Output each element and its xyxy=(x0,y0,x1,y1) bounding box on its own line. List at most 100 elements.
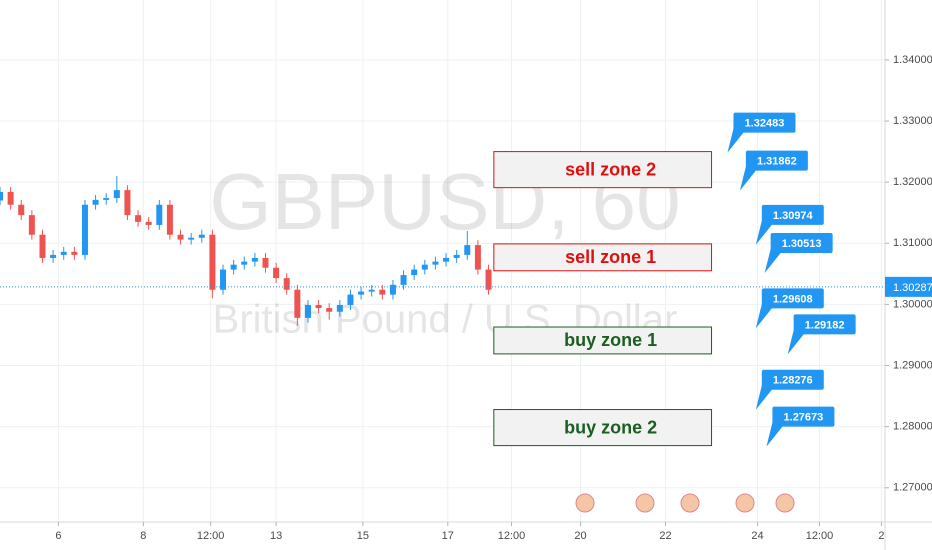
x-tick-label: 13 xyxy=(270,530,282,542)
zone-label: buy zone 1 xyxy=(564,330,657,350)
candle-body xyxy=(145,221,152,225)
candle-body xyxy=(315,305,322,309)
candle-body xyxy=(326,308,333,312)
candle-body xyxy=(464,245,471,255)
candle-body xyxy=(368,289,375,292)
candle-body xyxy=(251,257,258,262)
candle-body xyxy=(124,190,131,216)
y-tick-label: 1.27000 xyxy=(893,482,932,494)
y-tick-label: 1.33000 xyxy=(893,115,932,127)
candle-body xyxy=(453,254,460,258)
callout-box xyxy=(761,204,824,225)
candle-body xyxy=(400,275,407,285)
candle-body xyxy=(209,234,216,290)
candle-body xyxy=(18,204,25,216)
event-icon xyxy=(735,493,755,513)
candle-body xyxy=(103,198,110,200)
candle-body xyxy=(379,289,386,295)
x-tick-label: 24 xyxy=(751,530,763,542)
candle-body xyxy=(166,204,173,235)
x-tick-label: 12:00 xyxy=(498,530,526,542)
last-price-tag xyxy=(885,276,932,297)
candle-body xyxy=(198,234,205,238)
callout-label: 1.32483 xyxy=(745,118,785,130)
callout-box xyxy=(793,314,856,335)
callout-pointer xyxy=(727,128,744,153)
event-icon xyxy=(635,493,655,513)
callout-label: 1.28276 xyxy=(773,375,813,387)
candle-body xyxy=(241,261,248,265)
x-tick-label: 15 xyxy=(357,530,369,542)
x-tick-label: 20 xyxy=(574,530,586,542)
y-tick-label: 1.32000 xyxy=(893,176,932,188)
y-tick-label: 1.34000 xyxy=(893,54,932,66)
candle-body xyxy=(188,237,195,240)
y-tick-label: 1.30000 xyxy=(893,298,932,310)
event-icon xyxy=(680,493,700,513)
last-price-label: 1.30287 xyxy=(893,282,932,294)
candle-body xyxy=(60,251,67,255)
zone-label: sell zone 1 xyxy=(565,247,656,267)
zone-label: sell zone 2 xyxy=(565,159,656,179)
callout-label: 1.27673 xyxy=(784,412,824,424)
candle-body xyxy=(347,294,354,306)
x-tick-label: 12:00 xyxy=(806,530,834,542)
candle-body xyxy=(273,267,280,279)
candle-body xyxy=(283,278,290,290)
candle-body xyxy=(304,305,311,318)
candle-body xyxy=(81,204,88,255)
candle-body xyxy=(485,269,492,290)
candle-body xyxy=(230,264,237,270)
callout-label: 1.30974 xyxy=(773,210,814,222)
callout-box xyxy=(733,112,796,133)
candle-body xyxy=(336,305,343,312)
candle-body xyxy=(28,215,35,235)
callout-pointer xyxy=(764,249,781,274)
zone-box xyxy=(493,151,713,189)
candle-body xyxy=(294,289,301,318)
callout-pointer xyxy=(755,385,772,410)
event-icon xyxy=(775,493,795,513)
y-tick-label: 1.31000 xyxy=(893,237,932,249)
callout-label: 1.29608 xyxy=(773,293,813,305)
candle-body xyxy=(50,254,57,258)
x-tick-label: 8 xyxy=(140,530,146,542)
callout-label: 1.29182 xyxy=(805,319,845,331)
x-tick-label: 12:00 xyxy=(197,530,225,542)
callout-pointer xyxy=(755,220,772,245)
y-tick-label: 1.29000 xyxy=(893,359,932,371)
candle-body xyxy=(220,269,227,290)
candle-body xyxy=(7,191,14,205)
candle-body xyxy=(113,190,120,199)
zone-box xyxy=(493,326,713,355)
candle-body xyxy=(358,291,365,295)
event-icon xyxy=(575,493,595,513)
x-tick-label: 17 xyxy=(442,530,454,542)
candle-body xyxy=(432,261,439,265)
event-icons xyxy=(575,493,795,513)
callout-box xyxy=(745,150,808,171)
candle-body xyxy=(389,284,396,295)
y-tick-label: 1.28000 xyxy=(893,421,932,433)
callout-pointer xyxy=(755,304,772,329)
candle-body xyxy=(411,269,418,276)
x-tick-label: 6 xyxy=(55,530,61,542)
candle-body xyxy=(262,257,269,268)
zone-box xyxy=(493,243,713,272)
candle-body xyxy=(92,199,99,205)
candle-body xyxy=(443,257,450,262)
x-tick-label: 2 xyxy=(878,530,884,542)
callout-pointer xyxy=(787,330,804,355)
callout-pointer xyxy=(766,422,783,447)
grid xyxy=(0,0,885,522)
callout-box xyxy=(761,369,824,390)
callout-pointer xyxy=(739,166,756,191)
callout-label: 1.31862 xyxy=(757,155,797,167)
x-tick-label: 22 xyxy=(659,530,671,542)
callout-box xyxy=(772,406,835,427)
candle-body xyxy=(474,245,481,270)
candle-body xyxy=(135,215,142,222)
callout-label: 1.30513 xyxy=(782,238,822,250)
zone-box xyxy=(493,409,713,447)
candle-body xyxy=(421,264,428,270)
